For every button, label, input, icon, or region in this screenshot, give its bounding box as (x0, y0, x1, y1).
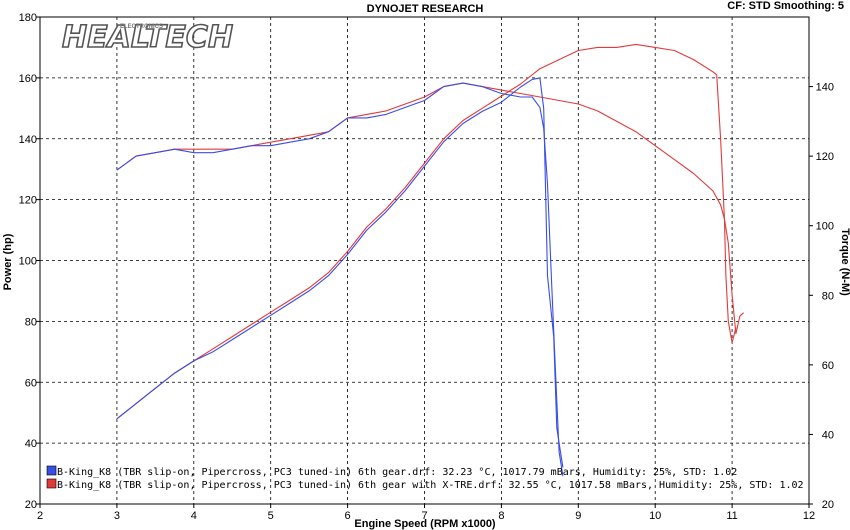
y-right-tick-label: 80 (822, 290, 834, 302)
x-axis-ticks: 2 3 4 5 6 7 8 9 10 11 12 (37, 504, 815, 522)
plot-frame (39, 16, 810, 505)
y-left-tick-label: 160 (19, 73, 37, 85)
logo-text: HEALTECH (62, 20, 233, 55)
x-axis-label: Engine Speed (RPM x1000) (354, 518, 496, 530)
y-right-tick-label: 40 (822, 429, 834, 441)
x-tick-label: 3 (114, 510, 120, 522)
legend-label-run1: B-King_K8 (TBR slip-on, Pipercross, PC3 … (57, 467, 737, 478)
x-tick-label: 4 (191, 510, 197, 522)
legend: B-King_K8 (TBR slip-on, Pipercross, PC3 … (46, 465, 804, 491)
y-left-tick-label: 60 (25, 377, 37, 389)
y-right-tick-label: 100 (816, 221, 834, 233)
legend-swatch-run1 (46, 465, 57, 476)
x-tick-label: 12 (803, 510, 815, 522)
y-axis-right-ticks: 20 40 60 80 100 120 140 (809, 82, 834, 511)
x-tick-label: 11 (726, 510, 737, 522)
y-left-tick-label: 80 (25, 316, 37, 328)
y-left-tick-label: 100 (19, 256, 37, 268)
series-2-power-line (116, 43, 737, 420)
x-tick-label: 2 (37, 510, 43, 522)
y-right-tick-label: 60 (822, 360, 834, 372)
chart-title: DYNOJET RESEARCH (367, 3, 484, 15)
y-right-tick-label: 140 (816, 82, 834, 94)
series-curves (116, 43, 744, 477)
x-tick-label: 8 (498, 510, 504, 522)
healtech-logo: HEALTECH ELECTRONICS (61, 19, 234, 56)
y-left-tick-label: 40 (25, 438, 37, 450)
x-tick-label: 5 (268, 510, 274, 522)
y-axis-left-ticks: 20 40 60 80 100 120 140 160 180 (19, 12, 40, 511)
x-tick-label: 10 (649, 510, 661, 522)
x-tick-label: 6 (345, 510, 351, 522)
y-axis-left-label: Power (hp) (2, 233, 14, 290)
cf-setting-label: CF: STD Smoothing: 5 (727, 0, 844, 12)
y-left-tick-label: 180 (19, 12, 37, 24)
legend-label-run2: B-King_K8 (TBR slip-on, Pipercross, PC3 … (57, 480, 804, 491)
y-left-tick-label: 120 (19, 195, 37, 207)
logo-subtext: ELECTRONICS (120, 24, 163, 30)
y-left-tick-label: 20 (25, 499, 37, 511)
series-1-torque-line (116, 82, 564, 477)
grid-lines (40, 17, 809, 504)
y-right-tick-label: 20 (822, 499, 834, 511)
y-left-tick-label: 140 (19, 134, 37, 146)
y-right-tick-label: 120 (816, 151, 834, 163)
x-tick-label: 9 (575, 510, 581, 522)
x-tick-label: 7 (421, 510, 427, 522)
legend-swatch-run2 (46, 478, 57, 489)
y-axis-right-label: Torque (N-M) (839, 228, 850, 296)
